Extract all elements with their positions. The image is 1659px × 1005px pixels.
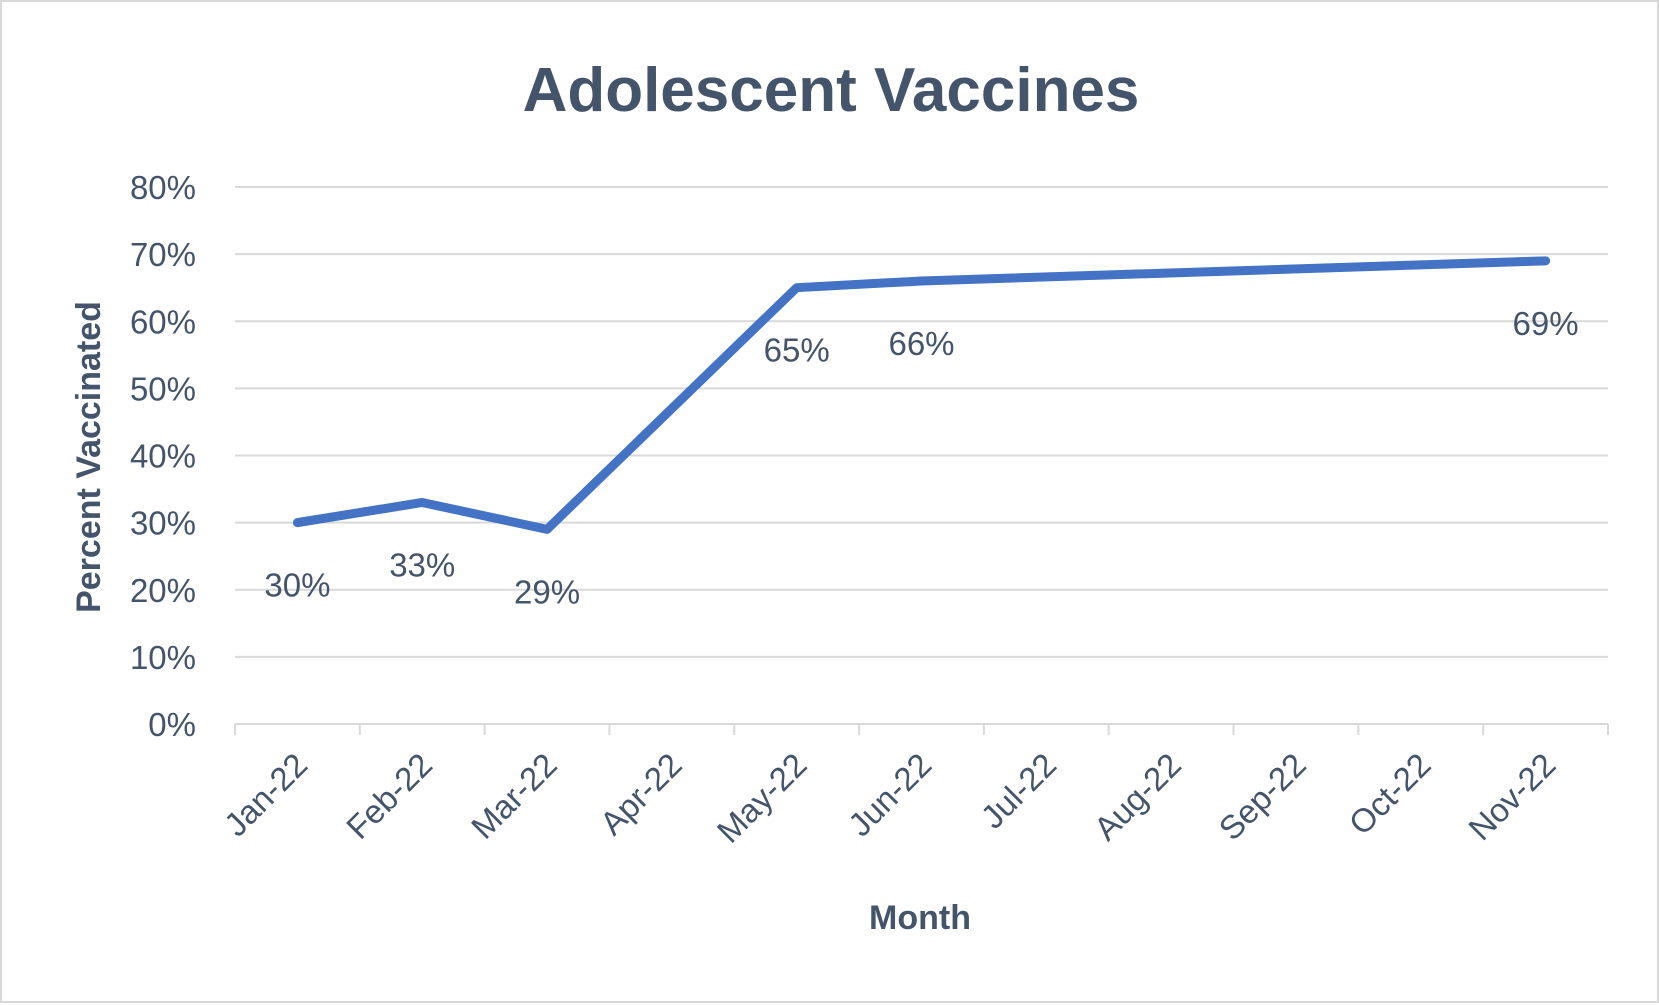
y-tick-label: 30% <box>130 505 196 542</box>
chart-title: Adolescent Vaccines <box>523 56 1140 125</box>
x-tick-label: Jul-22 <box>974 746 1064 836</box>
x-tick-label: Jun-22 <box>841 746 939 844</box>
data-label: 69% <box>1513 305 1579 342</box>
data-label: 30% <box>264 567 330 604</box>
x-axis <box>234 723 1609 735</box>
y-tick-label: 20% <box>130 572 196 609</box>
x-axis-title: Month <box>869 899 971 937</box>
gridlines <box>235 186 1608 658</box>
y-axis-tick-labels: 0% 10% 20% 30% 40% 50% 60% 70% 80% <box>130 169 196 743</box>
data-labels: 30% 33% 29% 65% 66% 69% <box>264 305 1578 611</box>
y-tick-label: 0% <box>148 706 196 743</box>
x-tick-label: Aug-22 <box>1087 746 1188 847</box>
x-tick-label: Jan-22 <box>217 746 315 844</box>
x-tick-label: May-22 <box>710 746 814 850</box>
y-tick-label: 50% <box>130 370 196 407</box>
data-label: 33% <box>389 546 455 583</box>
y-tick-label: 40% <box>130 438 196 475</box>
x-tick-label: Oct-22 <box>1342 746 1438 842</box>
data-label: 29% <box>514 573 580 610</box>
x-tick-label: Feb-22 <box>339 746 439 846</box>
y-axis-title: Percent Vaccinated <box>70 301 108 613</box>
x-axis-tick-labels: Jan-22 Feb-22 Mar-22 Apr-22 May-22 Jun-22 Jul-… <box>217 746 1563 850</box>
y-tick-label: 70% <box>130 236 196 273</box>
x-tick-label: Apr-22 <box>593 746 689 842</box>
x-tick-label: Nov-22 <box>1461 746 1562 847</box>
series-layer <box>292 256 1551 534</box>
data-label: 65% <box>764 332 830 369</box>
y-tick-label: 60% <box>130 303 196 340</box>
x-tick-label: Sep-22 <box>1211 746 1312 847</box>
y-tick-label: 10% <box>130 639 196 676</box>
y-tick-label: 80% <box>130 169 196 206</box>
series-line <box>292 256 1551 534</box>
data-label: 66% <box>888 325 954 362</box>
x-tick-label: Mar-22 <box>464 746 564 846</box>
